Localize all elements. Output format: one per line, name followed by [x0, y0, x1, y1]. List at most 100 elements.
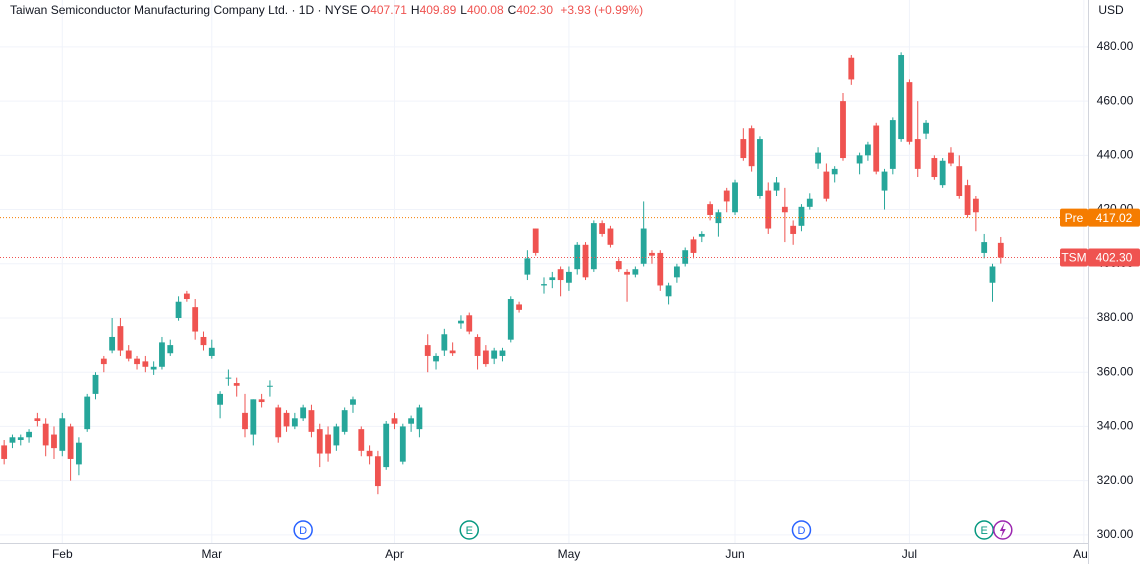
price-tag-value-bg [1088, 208, 1140, 227]
ohlc-value: 402.30 [516, 3, 554, 17]
candle-body [740, 139, 747, 159]
candle-body [449, 350, 456, 354]
candle-body [865, 144, 871, 156]
candle-body [84, 396, 91, 430]
candle-body [806, 198, 813, 207]
candle-body [657, 252, 664, 286]
candle-body [923, 122, 929, 134]
price-tag-name: TSM [1061, 251, 1086, 265]
candle-body [632, 269, 639, 275]
candle-body [350, 399, 356, 405]
candle-body [208, 347, 215, 356]
candle-body [840, 101, 846, 159]
candle-body [690, 239, 697, 253]
ohlc-key: O [360, 3, 371, 17]
candle-body [956, 166, 963, 197]
price-tag-value: 402.30 [1096, 251, 1133, 265]
candle-body [532, 228, 539, 253]
candle-body [582, 244, 589, 278]
candle-body [732, 182, 738, 213]
candle-body [51, 434, 57, 449]
candle-body [798, 206, 805, 226]
candle-body [723, 190, 730, 202]
candle-body [75, 442, 82, 465]
candle-body [524, 258, 531, 275]
event-label: D [299, 525, 307, 537]
price-tag-value-bg [1088, 248, 1140, 267]
candle-body [948, 152, 954, 164]
candle-body [183, 293, 190, 300]
candle-body [997, 242, 1004, 258]
candle-body [665, 285, 672, 297]
candle-body [341, 410, 348, 432]
x-tick-label: May [558, 547, 581, 561]
x-tick-label: Mar [201, 547, 222, 561]
x-tick-label: Apr [385, 547, 404, 561]
candle-body [848, 57, 855, 80]
candle-body [408, 418, 415, 424]
y-tick-label: 480.00 [1097, 39, 1134, 53]
candle-body [640, 228, 647, 264]
candle-body [175, 301, 182, 318]
candle-body [325, 434, 331, 454]
candle-body [931, 158, 938, 178]
candle-body [267, 385, 273, 387]
event-label: D [797, 525, 805, 537]
ohlc-key: L [460, 3, 467, 17]
candle-body [433, 355, 439, 362]
candle-body [117, 326, 124, 351]
candle-body [574, 244, 581, 270]
candle-body [474, 336, 481, 356]
axis-unit: USD [1098, 3, 1124, 17]
y-tick-label: 320.00 [1097, 473, 1134, 487]
candle-body [889, 120, 896, 169]
candle-body [383, 423, 390, 468]
candle-body [898, 55, 905, 140]
candle-body [698, 233, 705, 237]
candle-body [358, 429, 365, 451]
candle-body [17, 437, 24, 440]
candle-body [374, 456, 381, 487]
ohlc-key: C [507, 3, 517, 17]
candle-body [541, 284, 547, 286]
candle-body [150, 366, 157, 370]
candle-body [599, 223, 606, 234]
candle-body [781, 206, 788, 213]
candle-body [109, 336, 116, 351]
candle-body [823, 171, 830, 199]
candle-body [42, 423, 49, 446]
candle-body [366, 450, 373, 457]
candle-body [972, 198, 979, 213]
symbol-title: Taiwan Semiconductor Manufacturing Compa… [10, 3, 358, 17]
candle-body [258, 399, 265, 403]
event-marker [459, 520, 480, 540]
candle-body [142, 361, 149, 367]
candle-body [233, 383, 240, 386]
news-icon-bolt [999, 522, 1006, 538]
candle-body [125, 350, 132, 359]
candle-body [200, 336, 207, 346]
candle-body [300, 407, 307, 419]
candle-body [989, 266, 996, 283]
candle-body [59, 418, 66, 451]
candle-body [566, 271, 572, 283]
candle-body [167, 345, 174, 354]
candle-body [134, 358, 140, 365]
candle-body [291, 418, 298, 427]
candle-body [773, 182, 780, 191]
candle-body [441, 334, 448, 351]
candle-body [217, 393, 223, 405]
candle-body [416, 407, 423, 430]
x-tick-label: Feb [52, 547, 73, 561]
event-label: E [466, 525, 473, 537]
candle-body [242, 412, 248, 430]
candle-body [873, 125, 880, 172]
candle-body [250, 399, 257, 435]
ohlc-value: 407.71 [370, 3, 407, 17]
candle-body [790, 225, 797, 234]
candle-body [748, 128, 755, 167]
price-tag-name: Pre [1065, 211, 1084, 225]
symbol-header: Taiwan Semiconductor Manufacturing Compa… [10, 3, 647, 17]
